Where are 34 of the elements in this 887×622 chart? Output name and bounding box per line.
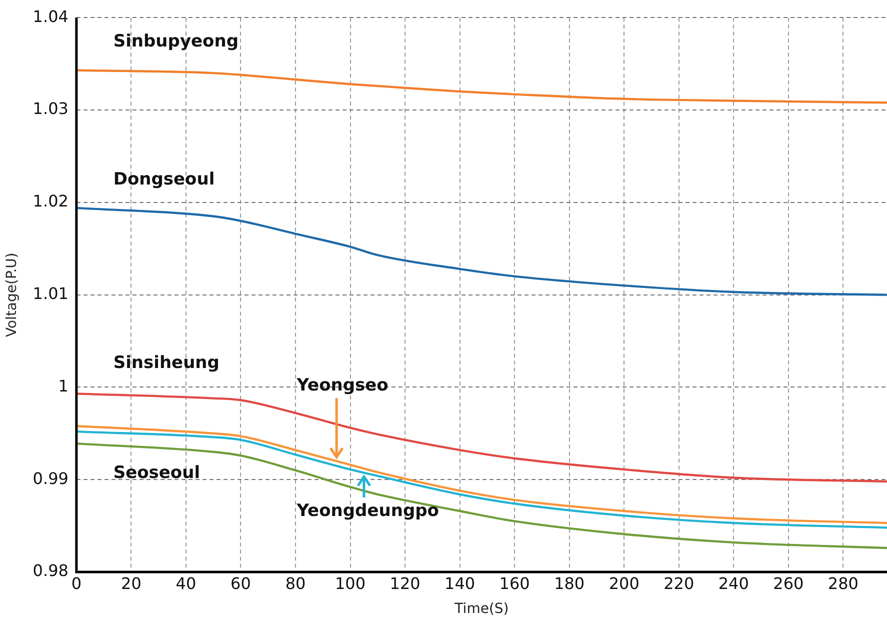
text: Yeongseo bbox=[296, 375, 388, 396]
x-tick-label: 180 bbox=[554, 574, 585, 593]
y-axis-title: Voltage(P.U) bbox=[4, 252, 20, 338]
series-label: Sinbupyeong bbox=[113, 32, 239, 52]
x-tick-label: 80 bbox=[285, 574, 306, 593]
x-tick-label: 0 bbox=[71, 574, 82, 593]
x-tick-label: 140 bbox=[444, 574, 476, 593]
x-tick-label: 240 bbox=[718, 574, 749, 593]
x-tick-label: 100 bbox=[334, 574, 366, 593]
y-tick-label: 0.99 bbox=[32, 468, 68, 488]
x-tick-label: 120 bbox=[390, 574, 420, 593]
line-series bbox=[76, 69, 887, 104]
y-tick-label: 1.04 bbox=[32, 6, 68, 26]
x-tick-label: 280 bbox=[828, 574, 858, 593]
x-tick-label: 160 bbox=[499, 574, 530, 593]
line-series bbox=[76, 442, 887, 550]
x-tick-label: 40 bbox=[176, 574, 196, 593]
series-label: Sinsiheung bbox=[113, 353, 220, 374]
series-label: Seoseoul bbox=[113, 462, 200, 483]
series-label: Dongseoul bbox=[113, 169, 215, 190]
line-series bbox=[76, 206, 887, 296]
y-tick-label: 1.02 bbox=[32, 192, 68, 211]
y-tick-label: 0.98 bbox=[32, 561, 68, 580]
x-tick-label: 200 bbox=[608, 574, 640, 593]
y-tick-label: 1.01 bbox=[32, 284, 68, 303]
x-tick-label: 20 bbox=[121, 574, 142, 593]
x-tick-label: 60 bbox=[230, 574, 251, 593]
line-series bbox=[76, 392, 887, 483]
legend-label: Yeongdeungpo bbox=[296, 500, 439, 521]
x-axis-title: Time(S) bbox=[454, 601, 509, 618]
x-tick-label: 220 bbox=[664, 574, 694, 593]
x-tick-label: 260 bbox=[773, 574, 804, 593]
y-tick-label: 1.03 bbox=[32, 99, 68, 118]
y-tick-label: 1 bbox=[58, 376, 68, 396]
